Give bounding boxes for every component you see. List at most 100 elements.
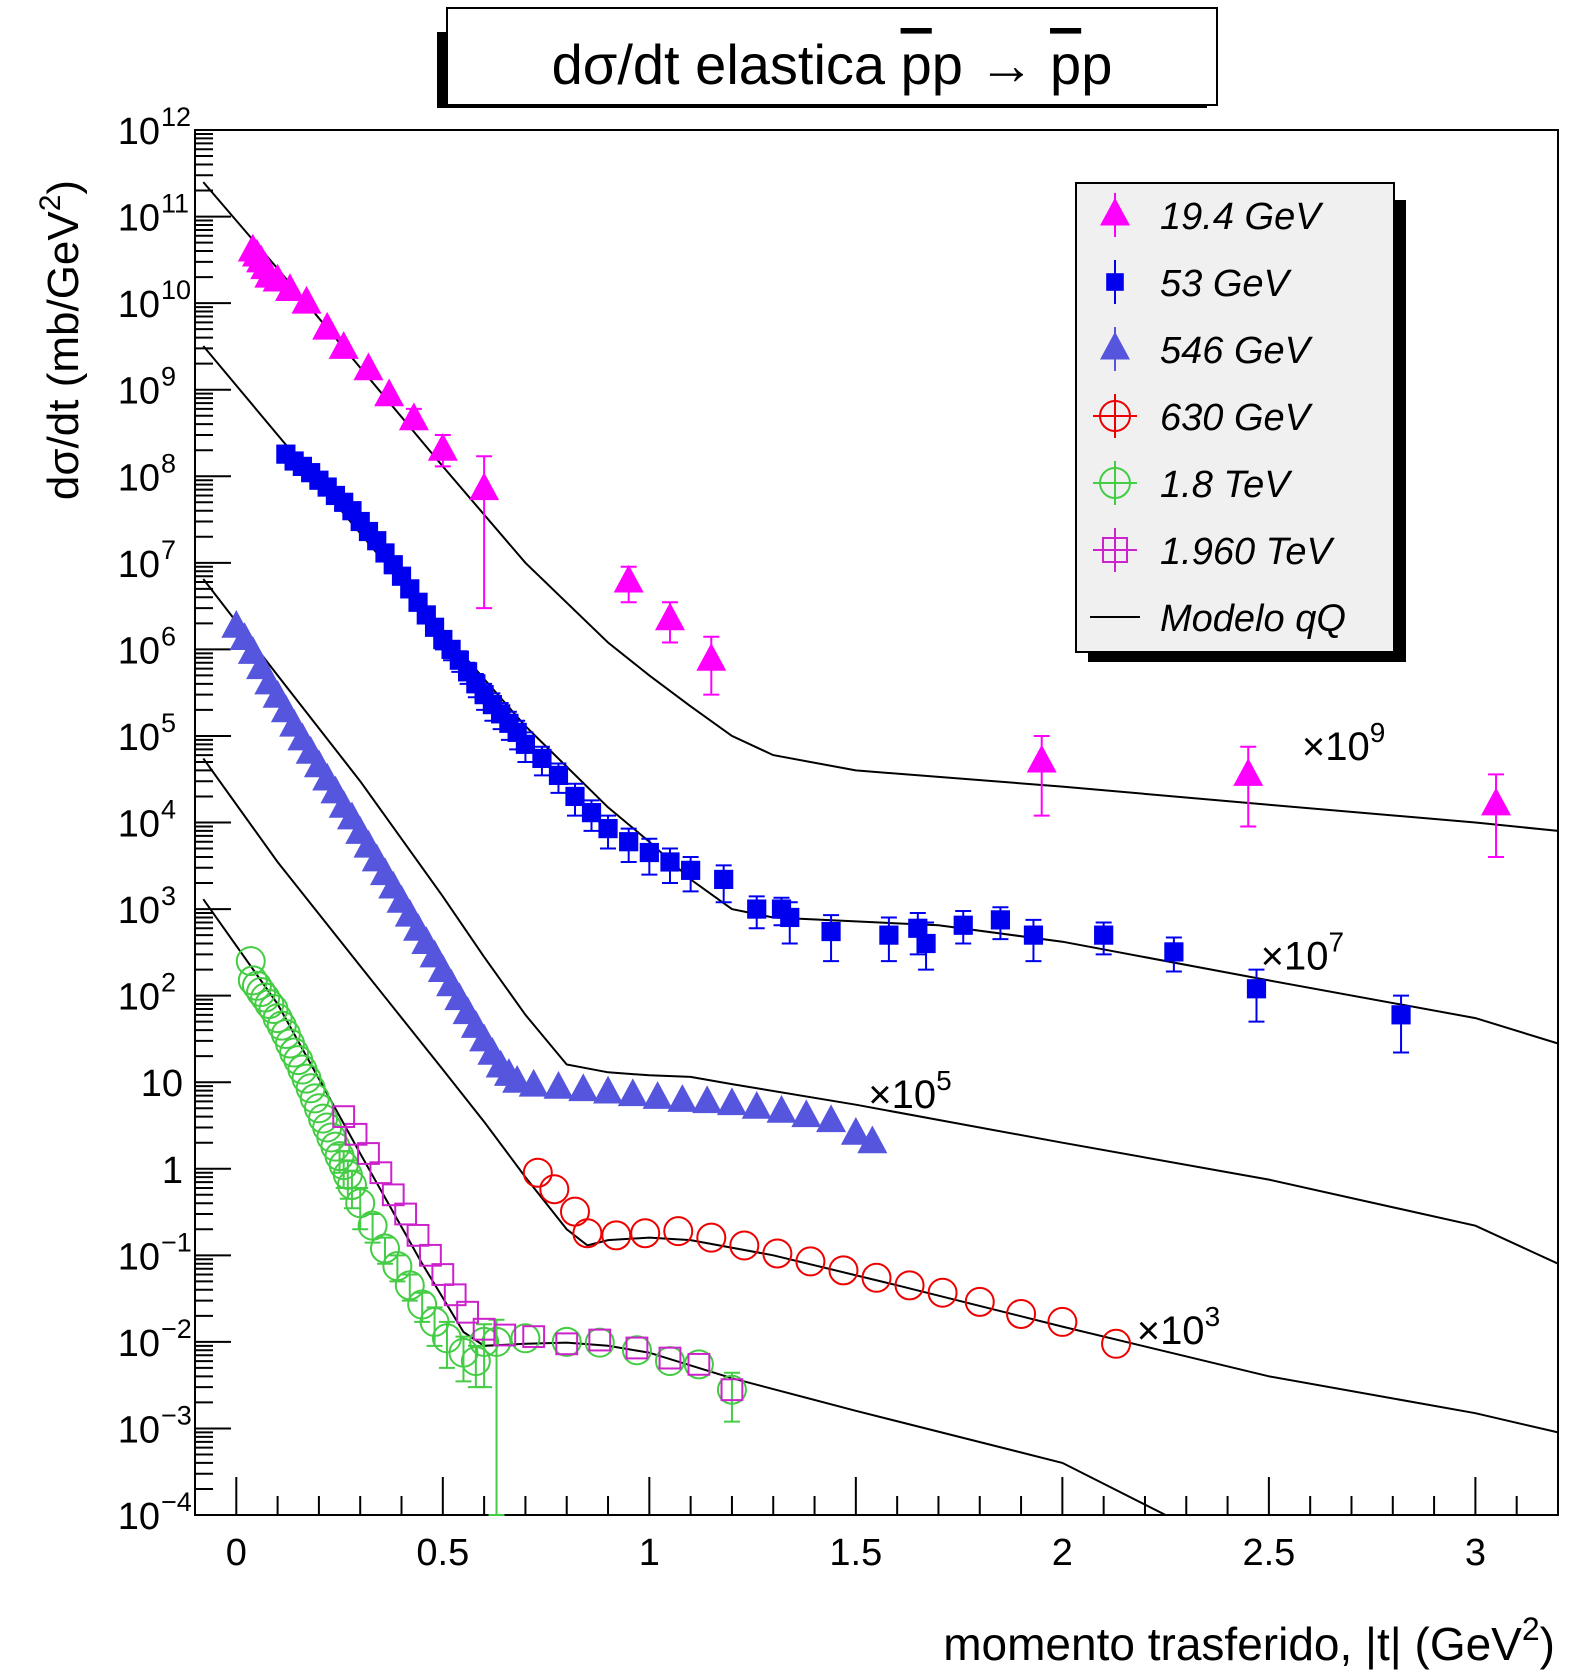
data-point <box>357 1210 388 1241</box>
data-point <box>328 331 359 359</box>
y-tick-exponent: 3 <box>161 881 176 911</box>
data-point <box>766 1094 797 1123</box>
data-point <box>821 921 841 942</box>
data-point <box>551 1326 582 1357</box>
model-curve <box>202 757 1559 1434</box>
y-tick-label: 10 <box>118 717 160 759</box>
series-630-gev <box>522 1157 1132 1359</box>
data-point <box>344 1122 368 1146</box>
legend-marker <box>1100 197 1130 226</box>
y-tick-label: 10 <box>141 1063 183 1105</box>
x-tick-label: 2.5 <box>1242 1532 1295 1574</box>
y-tick-exponent: 8 <box>161 448 176 478</box>
y-tick-label: 10 <box>118 457 160 499</box>
data-point <box>266 1010 297 1041</box>
y-tick-label: 10 <box>118 371 160 413</box>
y-tick-label: 10 <box>118 544 160 586</box>
data-point <box>639 842 659 863</box>
x-tick-label: 1.5 <box>829 1532 882 1574</box>
y-tick-label: 1 <box>162 1150 183 1192</box>
x-tick-label: 3 <box>1465 1532 1486 1574</box>
data-point <box>642 1081 673 1109</box>
data-point <box>630 1218 661 1249</box>
data-point <box>762 1238 793 1269</box>
legend-entry: 546 GeV <box>1100 327 1314 372</box>
data-point <box>861 1262 892 1293</box>
data-point <box>443 1283 467 1307</box>
legend-label: 630 GeV <box>1160 397 1314 439</box>
data-point <box>953 915 973 935</box>
legend-marker <box>1102 537 1128 563</box>
legend-marker <box>1099 400 1131 432</box>
data-point <box>262 1003 293 1034</box>
data-point <box>559 1196 590 1227</box>
y-tick-label: 10 <box>118 198 160 240</box>
data-point <box>1026 744 1057 773</box>
data-point <box>353 352 384 381</box>
data-point <box>312 311 343 340</box>
y-tick-exponent: 6 <box>161 621 176 651</box>
y-tick-exponent: 4 <box>161 795 176 825</box>
data-point <box>548 765 569 786</box>
data-point <box>515 734 536 754</box>
data-point <box>654 602 685 631</box>
data-point <box>1101 1328 1132 1359</box>
legend-entry: 53 GeV <box>1106 260 1293 305</box>
data-point <box>667 1084 698 1112</box>
y-tick-label: 10 <box>118 977 160 1019</box>
x-tick-label: 0 <box>226 1532 247 1574</box>
data-point <box>1481 787 1512 816</box>
data-point <box>683 1349 714 1380</box>
legend-label: 1.960 TeV <box>1160 531 1336 573</box>
data-point <box>406 1223 430 1247</box>
y-tick-label: 10 <box>118 630 160 672</box>
data-point <box>795 1246 826 1277</box>
data-point <box>617 1078 648 1107</box>
legend-label: 546 GeV <box>1160 330 1314 372</box>
legend-marker <box>1106 273 1124 291</box>
data-point <box>696 642 727 671</box>
data-point <box>481 1326 512 1357</box>
data-point <box>696 1222 727 1253</box>
data-point <box>431 1263 455 1286</box>
data-point <box>658 1346 682 1370</box>
series-53-gev <box>276 444 1411 1054</box>
data-point <box>394 1202 418 1226</box>
y-tick-exponent: 11 <box>161 189 189 219</box>
data-point <box>747 899 767 919</box>
legend-label: Modelo qQ <box>1160 598 1346 640</box>
data-point <box>291 285 322 314</box>
data-point <box>593 1075 624 1104</box>
y-tick-label: 10 <box>118 1409 160 1451</box>
data-point <box>1391 1005 1411 1025</box>
series-19-4-gev <box>237 233 1512 858</box>
data-point <box>427 432 458 461</box>
data-point <box>741 1090 772 1119</box>
scale-annotation: ×107 <box>1261 927 1344 979</box>
data-point <box>990 910 1011 930</box>
data-point <box>840 1117 871 1145</box>
data-point <box>714 869 734 890</box>
data-point <box>374 378 405 407</box>
data-point <box>345 1188 376 1219</box>
y-tick-label: 10 <box>118 1323 160 1365</box>
data-point <box>235 946 266 977</box>
series-546-gev <box>221 610 888 1154</box>
data-point <box>419 1243 442 1267</box>
y-tick-label: 10 <box>118 890 160 932</box>
legend-label: 1.8 TeV <box>1160 464 1293 506</box>
data-point <box>625 1336 649 1360</box>
data-point <box>493 1323 517 1347</box>
y-tick-label: 10 <box>118 1496 160 1538</box>
data-point <box>581 803 602 823</box>
legend: 19.4 GeV 53 GeV 546 GeV 630 GeV 1.8 TeV 1.960… <box>1075 182 1406 662</box>
data-point <box>720 1378 744 1402</box>
data-point <box>828 1255 859 1286</box>
y-tick-label: 10 <box>118 284 160 326</box>
data-point <box>1094 925 1114 945</box>
data-point <box>879 925 899 945</box>
data-point <box>716 1374 747 1405</box>
data-point <box>621 1335 652 1366</box>
data-point <box>407 1289 438 1320</box>
